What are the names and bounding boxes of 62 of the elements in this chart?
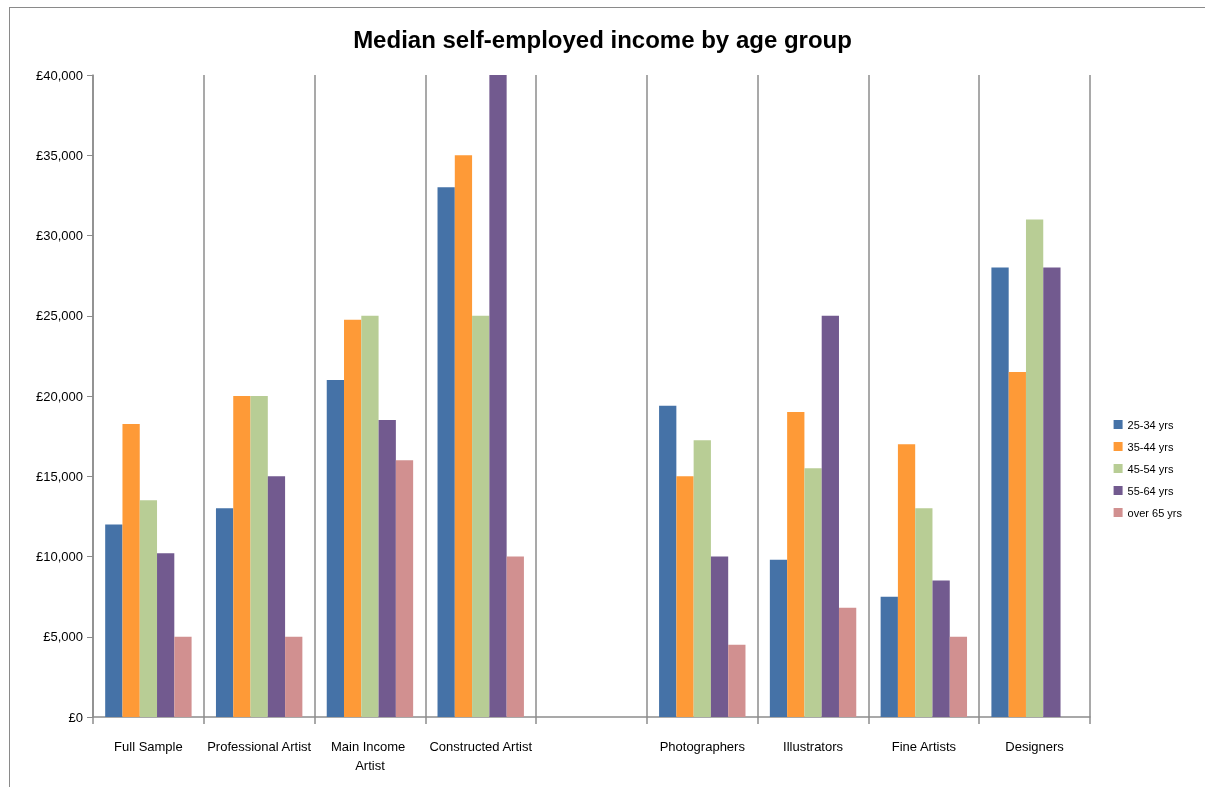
bar xyxy=(326,379,345,717)
bar xyxy=(693,440,711,717)
bar xyxy=(139,500,158,717)
bar xyxy=(1025,219,1044,717)
x-tick-label: Main Income Artist xyxy=(330,739,409,773)
x-tick-label: Photographers xyxy=(659,739,746,754)
y-tick-label: £20,000 xyxy=(36,388,83,404)
bar xyxy=(267,476,286,717)
y-tick-label: £30,000 xyxy=(36,228,83,243)
legend-label: 25-34 yrs xyxy=(1127,418,1174,431)
bar xyxy=(285,636,303,717)
bar xyxy=(506,556,524,717)
bar xyxy=(728,644,746,717)
bar xyxy=(361,315,379,717)
bar xyxy=(659,405,677,717)
bar xyxy=(472,315,490,717)
bar xyxy=(1043,267,1061,717)
y-tick-label: £35,000 xyxy=(36,147,83,163)
bar xyxy=(991,267,1009,717)
legend-label: over 65 yrs xyxy=(1127,506,1183,519)
bar xyxy=(105,524,123,717)
x-tick-label: Designers xyxy=(1005,739,1065,754)
bar xyxy=(676,476,694,717)
bar xyxy=(787,412,805,717)
legend-label: 35-44 yrs xyxy=(1127,440,1174,453)
y-tick-label: £5,000 xyxy=(43,629,83,645)
bar xyxy=(821,315,839,717)
bar xyxy=(174,636,192,717)
legend-label: 55-64 yrs xyxy=(1127,484,1174,497)
x-tick-label: Constructed Artist xyxy=(429,739,533,754)
bar xyxy=(157,553,175,717)
x-tick-label: Professional Artist xyxy=(207,739,312,754)
x-tick-label: Full Sample xyxy=(114,739,183,754)
y-tick-label: £15,000 xyxy=(36,468,83,484)
bar xyxy=(838,607,857,717)
bar xyxy=(454,155,473,717)
x-tick-label: Illustrators xyxy=(783,739,844,754)
bar xyxy=(932,580,950,717)
bar xyxy=(710,556,729,717)
bar xyxy=(769,559,788,717)
bar xyxy=(378,420,396,717)
y-tick-label: £25,000 xyxy=(36,308,83,324)
chart-title: Median self-employed income by age group xyxy=(353,25,852,53)
legend-label: 45-54 yrs xyxy=(1127,462,1174,475)
bar xyxy=(395,460,414,717)
bar xyxy=(880,596,898,717)
x-tick-label: Fine Artists xyxy=(891,739,957,754)
bar xyxy=(437,187,455,717)
y-tick-label: £0 xyxy=(68,709,83,725)
bar xyxy=(804,468,822,717)
bar xyxy=(1008,371,1026,717)
bar xyxy=(489,75,507,717)
y-tick-label: £40,000 xyxy=(36,67,83,83)
bar xyxy=(915,508,933,717)
bar xyxy=(949,636,968,717)
y-tick-label: £10,000 xyxy=(36,549,83,564)
bar xyxy=(250,396,268,717)
bar xyxy=(122,424,140,717)
bar xyxy=(233,396,251,717)
bar xyxy=(344,319,362,717)
bar xyxy=(215,508,234,717)
bar xyxy=(897,444,916,717)
